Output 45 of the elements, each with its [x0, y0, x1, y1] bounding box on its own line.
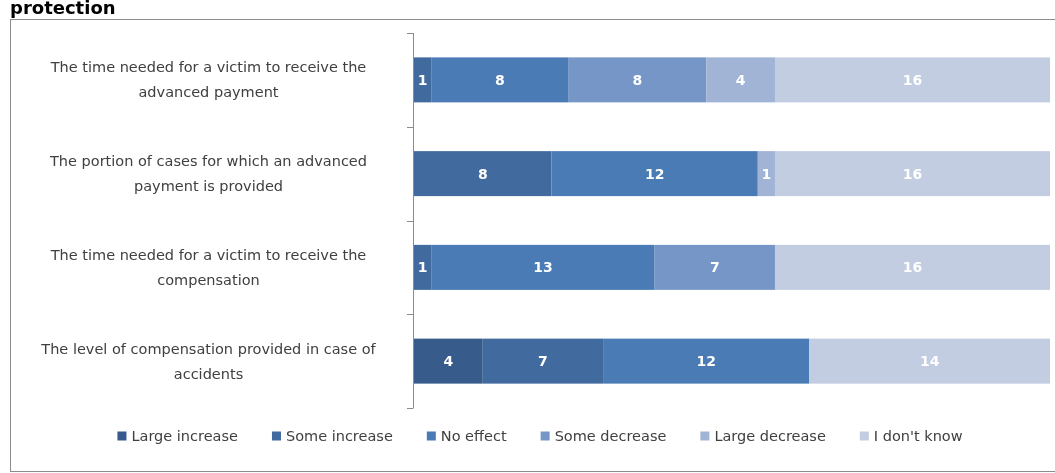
data-label: 12 — [644, 165, 665, 182]
bar — [551, 151, 758, 197]
legend-label: No effect — [440, 428, 507, 445]
text: protection — [10, 0, 116, 18]
bar — [706, 57, 775, 103]
bar — [654, 244, 775, 290]
bar — [774, 151, 1050, 197]
data-label: 1 — [417, 259, 428, 276]
data-label: 4 — [443, 353, 454, 370]
bar — [568, 57, 707, 103]
legend-label: I don't know — [873, 428, 963, 445]
y-tick-label: The level of compensation provided in case of accidents — [40, 340, 377, 382]
legend-label: Some decrease — [554, 428, 667, 445]
bar — [482, 338, 604, 384]
data-label: 13 — [533, 259, 553, 276]
bar — [757, 151, 775, 197]
bar — [809, 338, 1050, 384]
data-label: 12 — [696, 353, 716, 370]
y-tick-label: The time needed for a victim to receive the advanced payment — [49, 59, 367, 101]
bar — [414, 57, 432, 103]
data-label: 14 — [919, 353, 940, 370]
data-label: 7 — [709, 259, 720, 276]
bar — [431, 57, 569, 103]
y-tick-label: The time needed for a victim to receive the compensation — [49, 246, 367, 288]
bar — [414, 244, 432, 290]
data-label: 4 — [735, 71, 746, 88]
bar — [774, 244, 1050, 290]
data-label: 16 — [902, 259, 923, 276]
bar — [414, 151, 552, 197]
bar — [414, 338, 483, 384]
data-label: 16 — [902, 165, 923, 182]
data-label: 8 — [495, 71, 505, 88]
bar — [603, 338, 810, 384]
legend-label: Large increase — [131, 428, 239, 445]
legend-label: Large decrease — [714, 428, 826, 445]
data-label: 7 — [538, 353, 548, 370]
y-tick-label: The portion of cases for which an advanced payment is provided — [48, 153, 368, 195]
bar — [774, 57, 1050, 103]
data-label: 16 — [902, 71, 923, 88]
data-label: 8 — [632, 71, 643, 88]
data-label: 8 — [477, 165, 488, 182]
bar — [431, 244, 655, 290]
data-label: 1 — [761, 165, 772, 182]
legend-label: Some increase — [285, 428, 393, 445]
data-label: 1 — [417, 71, 428, 88]
